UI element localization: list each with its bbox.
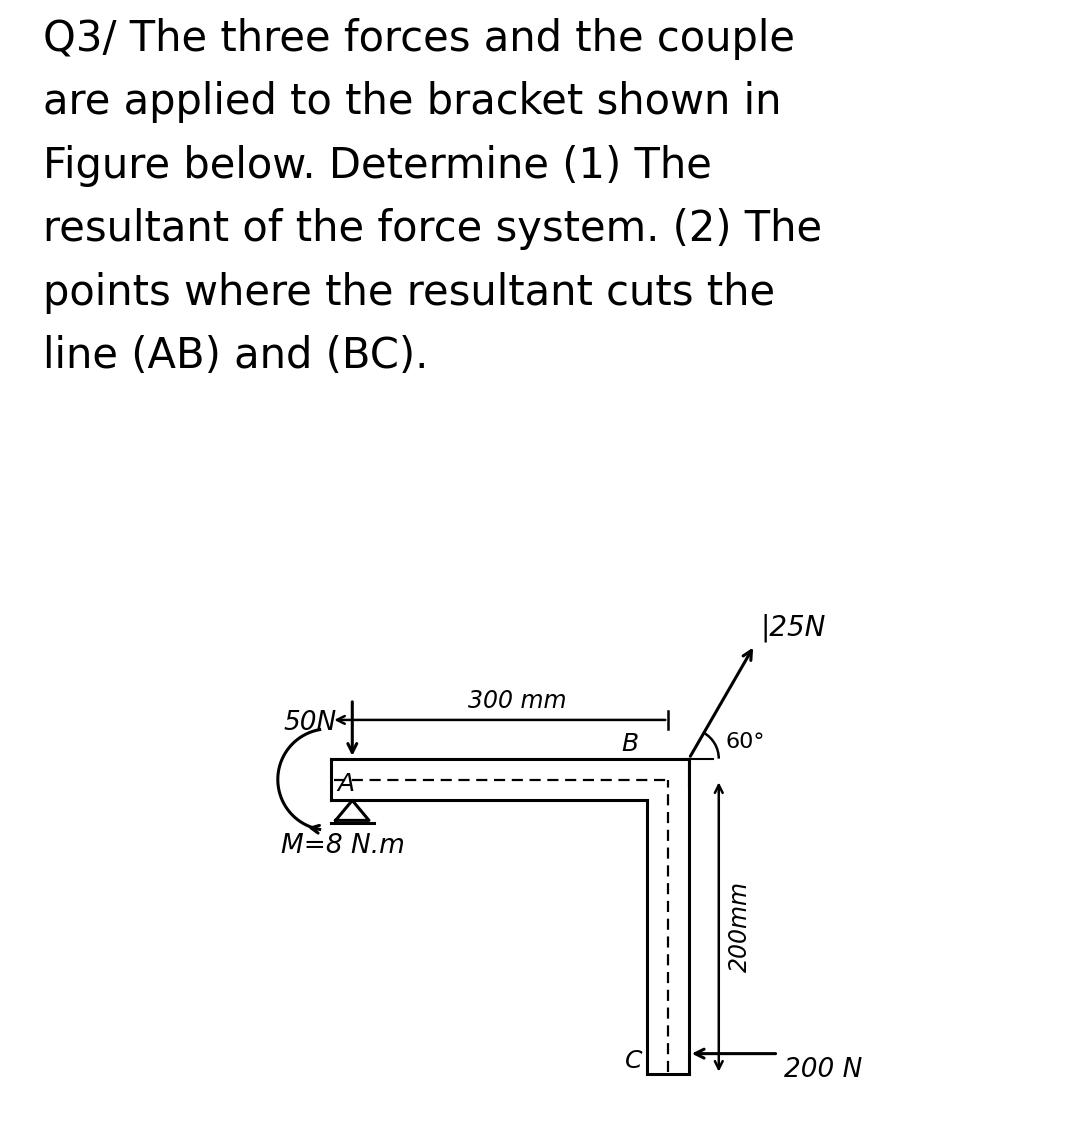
Text: A: A bbox=[338, 771, 355, 795]
Text: 60°: 60° bbox=[726, 731, 766, 752]
Text: 50N: 50N bbox=[284, 709, 337, 736]
Text: C: C bbox=[625, 1050, 643, 1074]
Text: 300 mm: 300 mm bbox=[469, 689, 567, 713]
Text: 200mm: 200mm bbox=[728, 881, 752, 973]
Text: M=8 N.m: M=8 N.m bbox=[282, 833, 405, 860]
Text: |25N: |25N bbox=[760, 613, 826, 642]
Text: 200 N: 200 N bbox=[784, 1057, 863, 1083]
Text: Q3/ The three forces and the couple
are applied to the bracket shown in
Figure b: Q3/ The three forces and the couple are … bbox=[43, 18, 822, 377]
Text: B: B bbox=[621, 731, 638, 755]
